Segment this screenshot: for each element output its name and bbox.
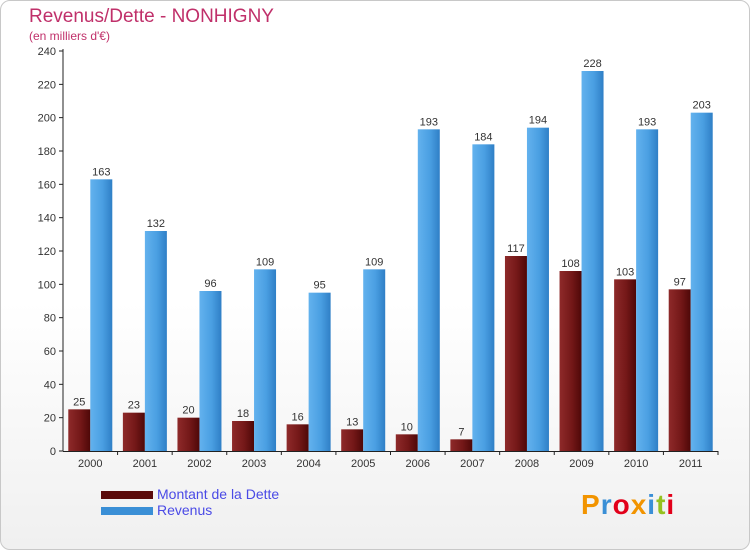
data-label-revenue: 163 xyxy=(92,166,110,178)
bar-debt xyxy=(450,439,473,451)
data-label-debt: 13 xyxy=(346,416,358,428)
data-label-debt: 20 xyxy=(182,405,194,417)
x-tick-label: 2008 xyxy=(515,458,539,470)
proxiti-logo: Proxiti xyxy=(581,489,675,521)
x-tick-label: 2002 xyxy=(187,458,211,470)
y-tick-label: 120 xyxy=(38,246,56,258)
logo-letter: i xyxy=(647,489,657,520)
data-label-revenue: 193 xyxy=(638,116,656,128)
y-tick-label: 0 xyxy=(50,446,56,458)
data-label-debt: 10 xyxy=(401,421,413,433)
bar-revenue xyxy=(690,112,713,452)
bar-revenue xyxy=(526,127,549,452)
y-tick-label: 20 xyxy=(44,413,56,425)
data-label-debt: 16 xyxy=(292,411,304,423)
bar-debt xyxy=(68,409,91,451)
bar-revenue xyxy=(472,144,495,452)
bar-debt xyxy=(559,271,582,451)
x-tick-label: 2010 xyxy=(624,458,648,470)
data-label-debt: 23 xyxy=(128,400,140,412)
legend-label-debt: Montant de la Dette xyxy=(157,486,280,502)
data-label-revenue: 184 xyxy=(474,131,492,143)
bar-debt xyxy=(122,412,145,451)
data-label-debt: 25 xyxy=(73,396,85,408)
data-label-debt: 117 xyxy=(507,243,525,255)
logo-letter: i xyxy=(666,489,676,520)
bar-revenue xyxy=(581,71,604,451)
x-tick-label: 2004 xyxy=(296,458,320,470)
y-tick-label: 220 xyxy=(38,79,56,91)
bar-debt xyxy=(286,424,309,451)
data-label-revenue: 194 xyxy=(529,115,547,127)
legend-swatch-revenue xyxy=(101,507,153,515)
chart-title: Revenus/Dette - NONHIGNY xyxy=(29,6,274,27)
bar-revenue xyxy=(199,291,222,451)
data-label-revenue: 109 xyxy=(365,256,383,268)
y-tick-label: 140 xyxy=(38,213,56,225)
y-tick-label: 160 xyxy=(38,179,56,191)
bar-revenue xyxy=(363,269,386,451)
data-label-revenue: 95 xyxy=(314,280,326,292)
x-tick-label: 2011 xyxy=(679,458,703,470)
x-tick-label: 2000 xyxy=(78,458,102,470)
bar-debt xyxy=(232,421,255,451)
data-label-revenue: 96 xyxy=(204,278,216,290)
legend-item-debt: Montant de la Dette xyxy=(101,486,361,503)
y-tick-label: 80 xyxy=(44,313,56,325)
bar-debt xyxy=(668,289,691,451)
y-tick-label: 60 xyxy=(44,346,56,358)
bar-debt xyxy=(177,417,200,451)
bar-revenue xyxy=(90,179,113,452)
y-tick-label: 100 xyxy=(38,279,56,291)
data-label-revenue: 203 xyxy=(693,100,711,112)
data-label-revenue: 228 xyxy=(583,58,601,70)
legend-item-revenue: Revenus xyxy=(101,502,361,519)
bar-revenue xyxy=(417,129,440,452)
y-tick-label: 240 xyxy=(38,46,56,58)
bar-revenue xyxy=(144,231,167,451)
data-label-debt: 18 xyxy=(237,408,249,420)
data-label-debt: 97 xyxy=(674,276,686,288)
x-tick-label: 2005 xyxy=(351,458,375,470)
bar-debt xyxy=(395,434,418,451)
bar-debt xyxy=(504,256,527,451)
bar-debt xyxy=(614,279,637,451)
logo-letter: r xyxy=(600,489,613,520)
logo-letter: t xyxy=(656,489,667,520)
x-tick-label: 2009 xyxy=(569,458,593,470)
data-label-revenue: 193 xyxy=(420,116,438,128)
bar-revenue xyxy=(636,129,659,452)
x-tick-label: 2001 xyxy=(133,458,157,470)
x-tick-label: 2006 xyxy=(406,458,430,470)
logo-letter: x xyxy=(630,489,648,520)
y-tick-label: 180 xyxy=(38,146,56,158)
data-label-revenue: 132 xyxy=(147,218,165,230)
data-label-revenue: 109 xyxy=(256,256,274,268)
x-tick-label: 2007 xyxy=(460,458,484,470)
y-tick-label: 40 xyxy=(44,379,56,391)
data-label-debt: 7 xyxy=(458,426,464,438)
y-tick-label: 200 xyxy=(38,113,56,125)
data-label-debt: 108 xyxy=(561,258,579,270)
logo-letter: o xyxy=(612,489,631,520)
legend-swatch-debt xyxy=(101,491,153,499)
bar-debt xyxy=(341,429,364,451)
data-label-debt: 103 xyxy=(616,266,634,278)
chart-subtitle: (en milliers d'€) xyxy=(29,29,110,43)
legend-label-revenue: Revenus xyxy=(157,502,213,518)
logo-letter: P xyxy=(581,489,601,520)
x-tick-label: 2003 xyxy=(242,458,266,470)
bar-revenue xyxy=(308,292,331,451)
bar-revenue xyxy=(254,269,277,451)
